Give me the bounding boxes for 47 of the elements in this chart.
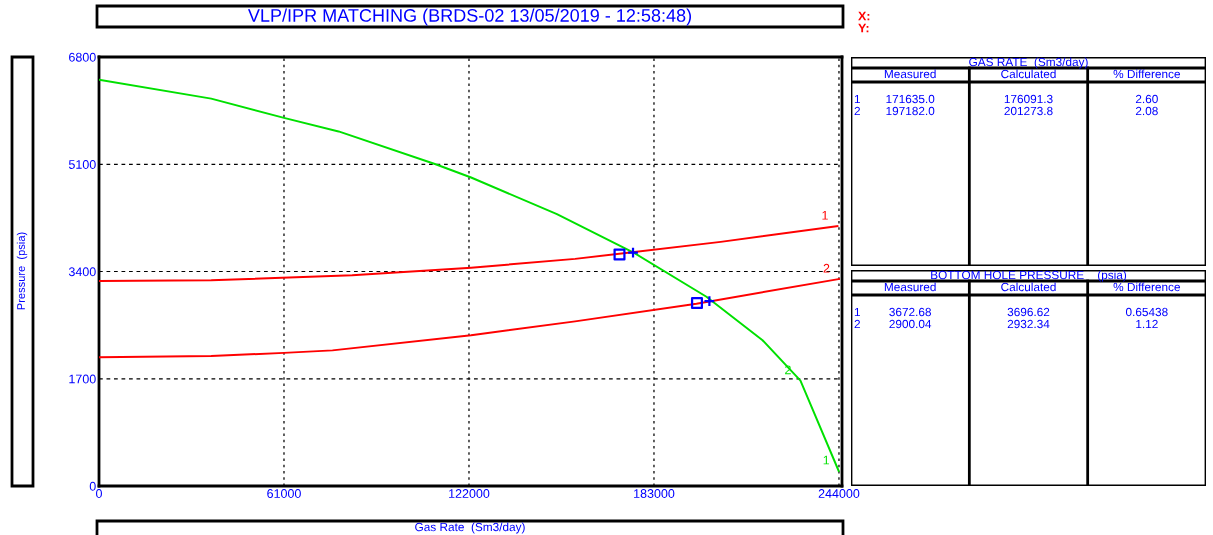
y-tick-label: 6800 xyxy=(69,52,96,62)
x-tick-label: 122000 xyxy=(449,489,490,498)
x-tick-label: 61000 xyxy=(267,489,301,498)
text: 1.12 xyxy=(1136,319,1158,329)
category-label: 1 xyxy=(854,307,860,317)
category-label: 1 xyxy=(854,94,860,104)
annotation: 1 xyxy=(823,455,830,465)
annotation: 1 xyxy=(822,210,828,220)
category-label: Calculated xyxy=(1001,69,1056,79)
annotation: 2 xyxy=(823,263,830,273)
text: GAS RATE (Sm3/day) xyxy=(969,57,1088,69)
text: 2.60 xyxy=(1135,94,1158,104)
text: X: xyxy=(858,11,870,21)
text: Y: xyxy=(858,23,869,33)
y-tick-label: 1700 xyxy=(69,374,96,384)
category-label: Measured xyxy=(884,282,936,292)
category-label: % Difference xyxy=(1113,69,1180,79)
text: 171635.0 xyxy=(886,94,935,104)
text: 0.65438 xyxy=(1125,307,1168,317)
text: 2932.34 xyxy=(1007,319,1050,329)
chart-title: VLP/IPR MATCHING (BRDS-02 13/05/2019 - 12:58:48) xyxy=(247,8,691,26)
y-tick-label: 3400 xyxy=(68,267,96,277)
category-label: 2 xyxy=(854,106,860,116)
y-tick-label: 0 xyxy=(89,481,96,491)
text: 201273.8 xyxy=(1004,106,1053,116)
line-series xyxy=(99,225,839,282)
point xyxy=(613,248,626,261)
line-series xyxy=(99,278,840,359)
text: BOTTOM HOLE PRESSURE (psia) xyxy=(931,270,1127,282)
text: 3672.68 xyxy=(889,307,931,317)
text: 2.08 xyxy=(1135,106,1158,116)
x-tick-label: 244000 xyxy=(818,489,860,498)
category-label: Measured xyxy=(884,69,936,79)
category-label: % Difference xyxy=(1113,282,1180,292)
category-label: 2 xyxy=(854,319,860,329)
text: 176091.3 xyxy=(1004,94,1053,104)
point xyxy=(690,297,704,310)
x-tick-label: 183000 xyxy=(634,489,675,498)
line-series xyxy=(99,78,840,472)
text: 197182.0 xyxy=(886,106,935,116)
y-tick-label: 5100 xyxy=(68,160,96,169)
x-axis-title: Gas Rate (Sm3/day) xyxy=(415,522,525,534)
text: 2900.04 xyxy=(889,319,932,329)
text: 3696.62 xyxy=(1007,307,1050,317)
category-label: Calculated xyxy=(1001,282,1056,292)
x-tick-label: 0 xyxy=(96,489,102,498)
y-axis-title: Pressure (psia) xyxy=(16,232,28,310)
